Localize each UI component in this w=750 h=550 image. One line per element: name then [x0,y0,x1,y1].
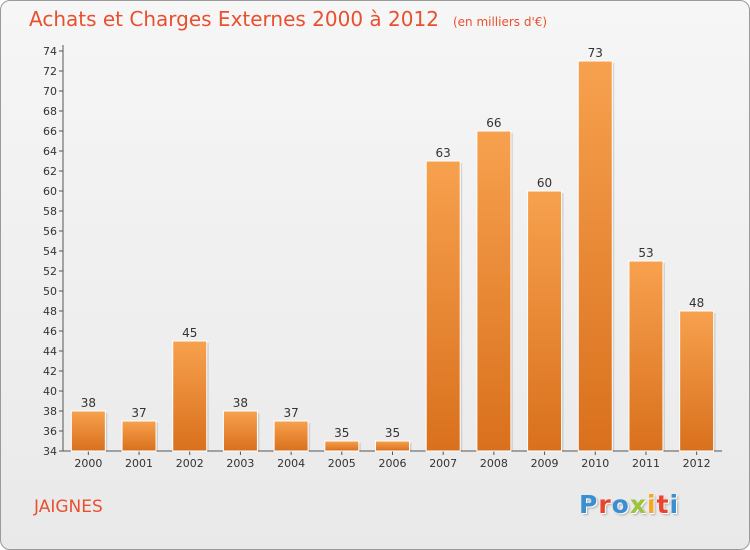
city-name: JAIGNES [34,497,103,517]
bar-value-label: 38 [81,396,96,410]
y-tick-label: 52 [43,265,57,278]
y-tick-label: 58 [43,205,57,218]
y-tick-label: 68 [43,105,57,118]
y-tick-label: 46 [43,325,57,338]
y-tick-label: 50 [43,285,57,298]
logo-letter: i [669,490,680,519]
bar-value-label: 38 [233,396,248,410]
y-tick-label: 74 [43,45,57,58]
bar-value-label: 66 [486,116,501,130]
bar [476,130,512,452]
y-tick-label: 48 [43,305,57,318]
bar-value-label: 37 [131,406,146,420]
x-tick-label: 2002 [176,457,204,470]
bar [527,190,563,452]
bar-value-label: 35 [385,426,400,440]
x-tick-label: 2001 [125,457,153,470]
x-tick-label: 2008 [480,457,508,470]
chart-title: Achats et Charges Externes 2000 à 2012 (e… [29,7,547,31]
y-tick-label: 62 [43,165,57,178]
logo-letter: o [611,490,630,519]
proxiti-logo: Proxiti [579,490,679,519]
bar [222,410,258,452]
bar-value-label: 53 [638,246,653,260]
y-tick-label: 70 [43,85,57,98]
bar-value-label: 35 [334,426,349,440]
y-tick-label: 40 [43,385,57,398]
y-tick-label: 66 [43,125,57,138]
bar [121,420,157,452]
y-tick-label: 64 [43,145,57,158]
x-tick-label: 2009 [531,457,559,470]
logo-letter: x [629,490,647,519]
chart-subtitle: (en milliers d'€) [452,15,548,29]
x-tick-label: 2000 [74,457,102,470]
x-tick-label: 2010 [581,457,609,470]
logo-letter: t [656,490,670,519]
bar-value-label: 45 [182,326,197,340]
bar-value-label: 60 [537,176,552,190]
bar [628,260,664,452]
bar [324,440,360,452]
y-tick-label: 42 [43,365,57,378]
y-tick-label: 54 [43,245,57,258]
logo-letter: i [647,490,657,519]
y-tick-label: 44 [43,345,57,358]
x-tick-label: 2005 [328,457,356,470]
bar-value-label: 63 [436,146,451,160]
x-tick-label: 2004 [277,457,305,470]
x-tick-label: 2011 [632,457,660,470]
y-tick-label: 36 [43,425,57,438]
bar-value-label: 37 [283,406,298,420]
bar [679,310,715,452]
logo-letter: r [598,490,612,519]
y-tick-label: 56 [43,225,57,238]
logo-letter: P [579,490,599,519]
bar-value-label: 73 [588,46,603,60]
bar-value-label: 48 [689,296,704,310]
bar [375,440,410,452]
bar [425,160,461,452]
bar [273,420,309,452]
y-tick-label: 38 [43,405,57,418]
x-tick-label: 2007 [429,457,457,470]
bar [172,340,208,452]
y-tick-label: 60 [43,185,57,198]
bars: 38 37 45 38 37 35 35 63 66 60 73 53 48 [70,46,716,452]
x-tick-label: 2003 [226,457,254,470]
bar [70,410,106,452]
x-tick-label: 2006 [379,457,407,470]
axes: 34 36 38 40 42 44 46 48 50 52 54 56 58 60 62 64 66 68 70 72… [43,45,722,470]
title-text: Achats et Charges Externes 2000 à 2012 [29,7,439,31]
bar [577,60,613,452]
x-tick-label: 2012 [683,457,711,470]
y-tick-label: 72 [43,65,57,78]
y-tick-label: 34 [43,445,57,458]
